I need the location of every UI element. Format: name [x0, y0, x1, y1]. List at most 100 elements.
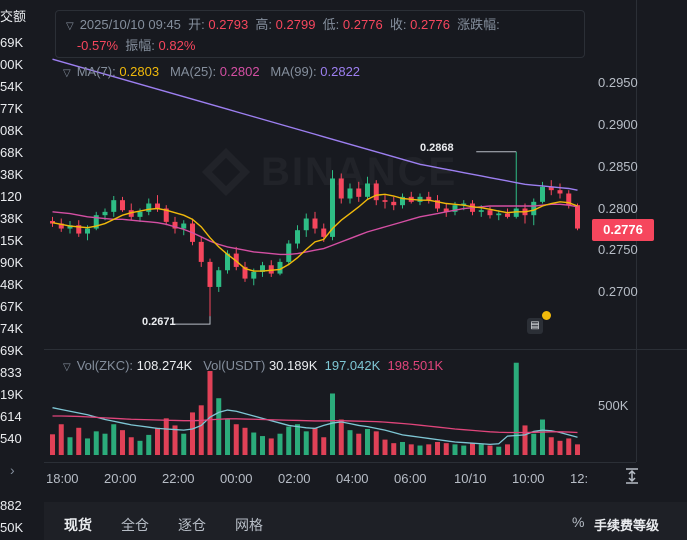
volume-bar	[522, 425, 528, 455]
left-panel-value: 120	[0, 189, 22, 204]
ma-legend: ▽ MA(7): 0.2803 MA(25): 0.2802 MA(99): 0.…	[63, 64, 360, 79]
volume-ma-line	[52, 407, 578, 446]
fee-level-link[interactable]: 手续费等级	[593, 518, 659, 533]
candle-body	[356, 188, 362, 197]
notes-icon[interactable]: ▤	[527, 318, 543, 334]
tab-spot[interactable]: 现货	[64, 517, 92, 533]
candle-body	[566, 193, 572, 206]
candle-body	[391, 201, 397, 206]
notification-dot	[542, 311, 551, 320]
chevron-down-icon[interactable]: ▽	[63, 68, 71, 79]
volume-bar	[408, 444, 414, 455]
left-panel-value: 08K	[0, 123, 24, 138]
time-axis-tick: 18:00	[46, 471, 79, 486]
time-axis-tick: 22:00	[162, 471, 195, 486]
change-label: 涨跌幅:	[457, 17, 500, 32]
volume-bar	[190, 412, 195, 455]
candle-body	[50, 221, 55, 224]
candle-body	[216, 270, 222, 287]
ma25-label: MA(25):	[169, 64, 217, 79]
candle-body	[295, 230, 300, 244]
candle-body	[496, 213, 502, 216]
fit-screen-icon[interactable]	[624, 467, 640, 485]
candle-body	[400, 196, 405, 206]
volume-bar	[347, 430, 353, 455]
left-side-panel: 交额 69K 00K 54K 77K 08K 68K 38K 120 38K 1…	[0, 0, 28, 540]
time-axis-tick: 12:	[570, 471, 589, 486]
left-panel-value: 882	[0, 498, 22, 513]
volume-bar	[496, 446, 502, 455]
price-axis-tick: 0.2950	[598, 75, 638, 91]
tab-cross[interactable]: 全仓	[121, 517, 149, 533]
candle-body	[575, 205, 580, 229]
time-axis-tick: 10/10	[454, 471, 487, 486]
candle-body	[487, 210, 493, 216]
volume-bar	[277, 433, 283, 455]
volume-bar	[487, 445, 493, 455]
chevron-down-icon[interactable]: ▽	[66, 21, 74, 32]
close-value: 0.2776	[410, 17, 450, 32]
price-axis-tick: 0.2750	[598, 242, 638, 258]
candle-body	[120, 200, 125, 211]
candle-body	[146, 203, 152, 212]
ma99-line	[52, 58, 578, 191]
candle-body	[426, 196, 432, 201]
left-panel-value: 15K	[0, 233, 24, 248]
volume-bar	[225, 419, 230, 455]
kline-chart-area[interactable]: BINANCE	[44, 0, 687, 492]
ma7-value: 0.2803	[119, 64, 160, 79]
candlestick-chart[interactable]	[44, 0, 636, 462]
left-panel-value: 69K	[0, 35, 24, 50]
tab-grid[interactable]: 网格	[235, 517, 263, 533]
left-panel-value: 38K	[0, 167, 24, 182]
left-panel-value: 38K	[0, 211, 24, 226]
price-axis-tick: 0.2800	[598, 200, 638, 216]
volume-bar	[146, 434, 152, 455]
volume-bar	[391, 443, 397, 455]
time-axis-divider	[44, 462, 636, 463]
volume-bar	[356, 433, 362, 455]
left-panel-value: 833	[0, 365, 22, 380]
time-axis-tick: 06:00	[394, 471, 427, 486]
ma99-value: 0.2822	[320, 64, 361, 79]
candle-body	[338, 178, 344, 199]
left-panel-value: 74K	[0, 321, 24, 336]
chevron-down-icon[interactable]: ▽	[63, 362, 71, 373]
amplitude-value: 0.82%	[158, 38, 196, 53]
volume-bar	[417, 445, 423, 455]
tab-isolated[interactable]: 逐仓	[178, 517, 206, 533]
left-panel-value: 77K	[0, 101, 24, 116]
volume-bar	[548, 437, 554, 455]
volume-bar	[443, 443, 449, 455]
left-panel-value: 540	[0, 431, 22, 446]
left-panel-value: 67K	[0, 299, 24, 314]
volume-bar	[531, 433, 537, 455]
volume-bar	[172, 425, 178, 455]
time-axis-tick: 00:00	[220, 471, 253, 486]
volume-bar	[365, 428, 370, 455]
ma7-line	[52, 193, 578, 272]
high-label: 高:	[255, 17, 273, 32]
chevron-right-icon[interactable]: ›	[10, 462, 15, 478]
volume-bar	[268, 438, 274, 455]
vol-ma2-value: 198.501K	[387, 358, 444, 373]
volume-bar	[50, 434, 55, 455]
volume-bar	[85, 438, 90, 455]
time-axis-tick: 02:00	[278, 471, 311, 486]
volume-bar	[111, 424, 117, 455]
volume-bar	[93, 431, 99, 455]
volume-bar	[382, 439, 388, 455]
volume-bar	[58, 424, 64, 455]
volume-bar	[67, 437, 73, 455]
volume-bar	[312, 427, 318, 455]
percent-icon[interactable]: %	[572, 514, 585, 530]
high-price-marker: 0.2868	[420, 142, 454, 154]
left-panel-value: 50K	[0, 520, 24, 535]
candle-body	[260, 265, 265, 272]
candle-body	[548, 186, 554, 191]
ma25-line	[52, 203, 578, 256]
volume-bar	[181, 433, 187, 455]
candle-body	[443, 208, 449, 212]
high-value: 0.2799	[275, 17, 316, 32]
volume-bar	[233, 424, 239, 455]
